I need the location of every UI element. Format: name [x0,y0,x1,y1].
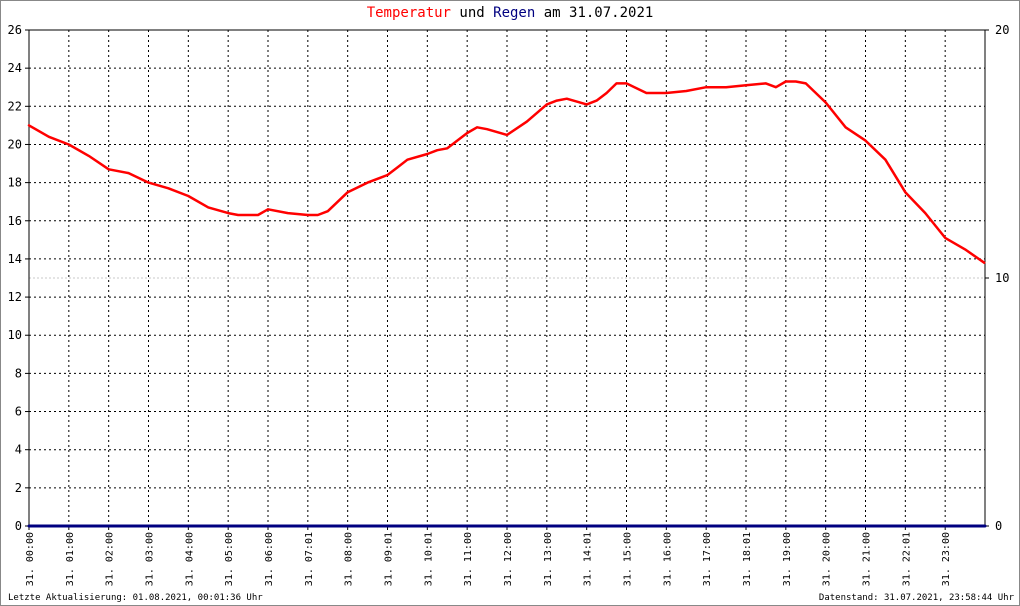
x-tick-label: 31. 21:00 [862,532,873,586]
x-tick-label: 31. 06:00 [264,532,275,586]
y-right-tick-label: 10 [995,271,1009,285]
x-tick-label: 31. 18:01 [742,532,753,586]
y-left-tick-label: 2 [15,481,22,495]
x-tick-label: 31. 17:00 [702,532,713,586]
x-tick-label: 31. 02:00 [105,532,116,586]
y-left-tick-label: 8 [15,366,22,380]
y-left-tick-label: 12 [8,290,22,304]
y-left-tick-label: 10 [8,328,22,342]
x-tick-label: 31. 04:00 [184,532,195,586]
footer-last-update: Letzte Aktualisierung: 01.08.2021, 00:01… [8,593,263,603]
x-tick-label: 31. 08:00 [344,532,355,586]
x-tick-label: 31. 05:00 [224,532,235,586]
x-tick-label: 31. 19:00 [782,532,793,586]
y-left-tick-label: 4 [15,443,22,457]
x-tick-label: 31. 13:00 [543,532,554,586]
title-date: am 31.07.2021 [535,5,654,21]
y-left-tick-label: 6 [15,405,22,419]
y-left-tick-label: 22 [8,99,22,113]
chart-title: Temperatur und Regen am 31.07.2021 [0,5,1020,21]
footer-data-status: Datenstand: 31.07.2021, 23:58:44 Uhr [818,593,1014,603]
y-left-tick-label: 0 [15,519,22,533]
x-tick-label: 31. 14:01 [583,532,594,586]
x-tick-label: 31. 10:01 [423,532,434,586]
y-left-tick-label: 26 [8,23,22,37]
title-rain: Regen [493,5,536,21]
x-tick-label: 31. 07:01 [304,532,315,586]
title-temperature: Temperatur [366,5,451,21]
x-tick-label: 31. 09:01 [384,532,395,586]
x-tick-label: 31. 00:00 [25,532,36,586]
y-right-tick-label: 20 [995,23,1009,37]
x-tick-label: 31. 11:00 [463,532,474,586]
y-left-tick-label: 14 [8,252,22,266]
x-tick-label: 31. 20:00 [822,532,833,586]
x-tick-label: 31. 22:01 [901,532,912,586]
x-tick-label: 31. 12:00 [503,532,514,586]
y-right-tick-label: 0 [995,519,1002,533]
y-left-tick-label: 16 [8,214,22,228]
y-left-tick-label: 18 [8,176,22,190]
x-tick-label: 31. 16:00 [662,532,673,586]
x-tick-label: 31. 03:00 [145,532,156,586]
y-left-tick-label: 24 [8,61,22,75]
x-tick-label: 31. 23:00 [941,532,952,586]
x-tick-label: 31. 01:00 [65,532,76,586]
y-left-tick-label: 20 [8,137,22,151]
title-und: und [450,5,494,21]
series-line-temperatur [27,80,986,264]
x-tick-label: 31. 15:00 [623,532,634,586]
